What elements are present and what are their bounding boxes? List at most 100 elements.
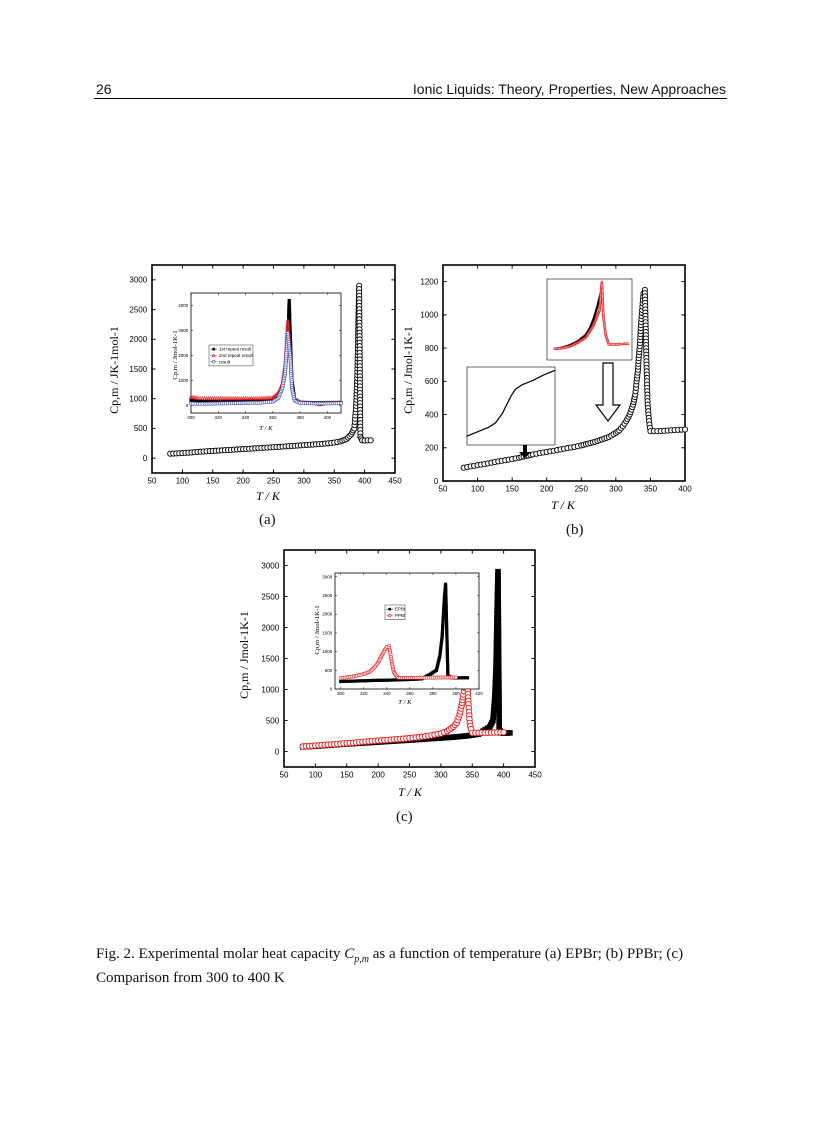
marker-square <box>490 714 497 720</box>
marker-triangle <box>285 320 291 325</box>
marker-square <box>442 605 446 609</box>
marker-square <box>288 331 292 335</box>
marker-square <box>462 676 466 680</box>
marker-square <box>444 611 448 615</box>
y-tick-label: 2000 <box>178 353 189 358</box>
marker-square <box>400 678 404 682</box>
marker-square <box>445 625 449 629</box>
marker-square <box>261 398 265 403</box>
marker-square <box>445 629 449 633</box>
x-tick-label: 340 <box>242 415 250 420</box>
y-tick-label: 2500 <box>322 593 333 598</box>
marker-square <box>350 679 354 683</box>
header-rule <box>94 98 727 99</box>
x-tick-label: 200 <box>371 770 385 779</box>
marker-square <box>495 626 502 632</box>
marker-square <box>444 594 448 598</box>
marker-triangle <box>195 395 200 400</box>
a-main-y-axis-label: Cp,m / JK-1mol-1 <box>107 326 121 414</box>
x-tick-label: 420 <box>475 691 483 696</box>
marker-square <box>495 593 501 600</box>
y-tick-label: 2000 <box>322 612 333 617</box>
marker-square <box>447 734 454 741</box>
marker-triangle <box>222 395 227 401</box>
marker-square <box>437 658 441 662</box>
y-tick-label: 800 <box>425 344 439 353</box>
marker-square <box>493 669 499 675</box>
marker-square <box>288 325 292 329</box>
marker-square <box>444 619 449 623</box>
marker-triangle <box>212 395 217 401</box>
x-tick-label: 300 <box>434 770 448 779</box>
marker-square <box>288 319 292 323</box>
marker-square <box>445 641 449 645</box>
marker-square <box>444 600 448 605</box>
marker-square <box>496 697 502 704</box>
c-main-y-axis-label: Cp,m / Jmol-1K-1 <box>237 611 251 699</box>
marker-square <box>597 299 600 302</box>
c-main-x-axis-label: T / K <box>398 785 423 799</box>
marker-square <box>440 638 444 643</box>
marker-square <box>507 730 513 736</box>
marker-circle <box>339 401 343 406</box>
marker-square <box>364 679 368 683</box>
page-number: 26 <box>96 81 112 97</box>
legend-entry: result <box>219 359 231 364</box>
legend-box <box>208 344 254 367</box>
marker-square <box>492 676 499 682</box>
marker-square <box>495 654 502 661</box>
x-tick-label: 450 <box>388 476 402 485</box>
marker-square <box>440 633 444 637</box>
marker-square <box>388 607 391 611</box>
small-arrow-icon <box>519 445 531 458</box>
panel-label-a: (a) <box>259 512 276 528</box>
marker-square <box>369 678 374 683</box>
marker-square <box>495 597 502 604</box>
marker-square <box>381 678 385 682</box>
marker-square <box>496 690 502 697</box>
marker-triangle <box>227 395 233 401</box>
marker-triangle <box>223 395 229 401</box>
marker-square <box>456 733 463 740</box>
marker-square <box>495 636 502 643</box>
marker-square <box>444 609 448 613</box>
marker-square <box>491 700 498 707</box>
marker-triangle <box>245 395 250 401</box>
marker-square <box>596 305 599 307</box>
marker-square <box>496 701 502 707</box>
legend-entry: PPBr <box>395 613 406 618</box>
marker-circle <box>500 729 507 736</box>
x-tick-label: 300 <box>187 415 195 420</box>
figure-caption: Fig. 2. Experimental molar heat capacity… <box>96 945 736 988</box>
x-tick-label: 400 <box>678 484 692 493</box>
x-tick-label: 150 <box>505 484 519 493</box>
marker-square <box>445 647 449 651</box>
x-tick-label: 100 <box>309 770 323 779</box>
marker-square <box>496 719 502 725</box>
marker-square <box>193 399 198 403</box>
marker-square <box>490 707 497 714</box>
marker-square <box>383 678 387 682</box>
marker-square <box>445 653 449 657</box>
plot-frame <box>334 572 480 690</box>
marker-triangle <box>243 395 248 401</box>
caption-suffix: as a function of temperature (a) EPBr; (… <box>96 946 684 986</box>
marker-square <box>445 661 450 665</box>
marker-square <box>495 647 502 654</box>
x-tick-label: 340 <box>383 691 391 696</box>
b-main-x-axis-label: T / K <box>551 498 576 512</box>
chart-b-inset-upper <box>546 278 633 361</box>
y-tick-label: 2500 <box>261 592 279 601</box>
marker-square <box>441 619 445 623</box>
marker-square <box>440 635 444 639</box>
marker-square <box>495 615 502 622</box>
marker-triangle <box>210 395 215 401</box>
marker-square <box>496 683 502 690</box>
marker-square <box>442 599 446 603</box>
marker-square <box>453 734 460 740</box>
x-tick-label: 350 <box>328 476 342 485</box>
marker-square <box>287 300 291 305</box>
marker-square <box>394 678 399 682</box>
series-1 <box>553 280 630 351</box>
